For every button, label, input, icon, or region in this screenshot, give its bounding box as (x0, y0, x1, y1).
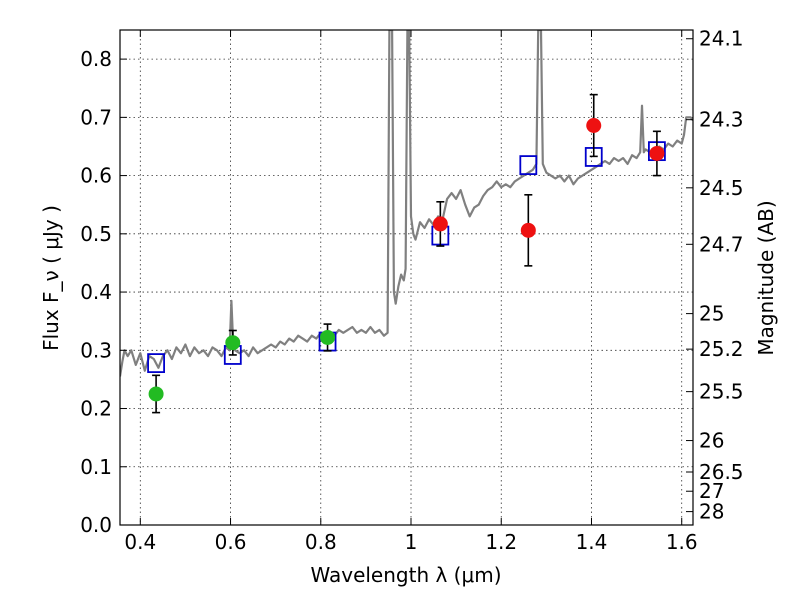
y-tick-label: 0.1 (80, 455, 112, 479)
x-tick-label: 1.2 (485, 530, 517, 554)
data-point (148, 386, 164, 402)
data-point (225, 335, 241, 351)
x-tick-label: 1.4 (576, 530, 608, 554)
y-tick-label: 0.8 (80, 47, 112, 71)
data-point (649, 145, 665, 161)
y-tick-label: 0.2 (80, 397, 112, 421)
x-tick-label: 1 (405, 530, 418, 554)
right-axis-label-text: Magnitude (AB) (754, 200, 778, 355)
y-tick-label: 0.7 (80, 105, 112, 129)
y-tick-label: 0.6 (80, 164, 112, 188)
right-tick-label: 24.5 (699, 176, 744, 200)
data-point (320, 329, 336, 345)
x-tick-label: 1.6 (666, 530, 698, 554)
x-axis-label: Wavelength λ (μm) (310, 563, 501, 587)
data-point (520, 222, 536, 238)
right-tick-label: 28 (699, 500, 724, 524)
x-tick-label: 0.8 (305, 530, 337, 554)
right-tick-label: 24.1 (699, 27, 744, 51)
plot-area (120, 30, 693, 414)
y-axis-label-text: Flux F_ν ( μJy ) (39, 205, 63, 351)
y-tick-label: 0.5 (80, 222, 112, 246)
y-axis-label-right: Magnitude (AB) (754, 200, 778, 355)
right-tick-label: 25.2 (699, 337, 744, 361)
y-tick-label: 0.3 (80, 338, 112, 362)
right-tick-label: 26 (699, 429, 724, 453)
model-square-marker (147, 353, 165, 374)
y-axis-label-left: Flux F_ν ( μJy ) (39, 205, 63, 351)
model-square-marker (519, 155, 538, 176)
right-tick-label: 25 (699, 302, 724, 326)
plot-frame (119, 29, 694, 526)
x-tick-label: 0.4 (124, 530, 156, 554)
data-point (432, 216, 448, 232)
right-tick-label: 26.5 (699, 460, 744, 484)
right-tick-label: 25.5 (699, 380, 744, 404)
axes-ticks: 0.4 0.6 0.8 1 1.2 1.4 1.6 0.0 0.1 0.2 0.3 0.4 0.5 0.6… (80, 27, 743, 554)
x-tick-label: 0.6 (215, 530, 247, 554)
right-tick-label: 24.3 (699, 108, 744, 132)
right-tick-label: 24.7 (699, 232, 744, 256)
y-tick-label: 0.0 (80, 513, 112, 537)
y-tick-label: 0.4 (80, 280, 112, 304)
data-point (586, 118, 602, 134)
right-tick-label: 27 (699, 479, 724, 503)
